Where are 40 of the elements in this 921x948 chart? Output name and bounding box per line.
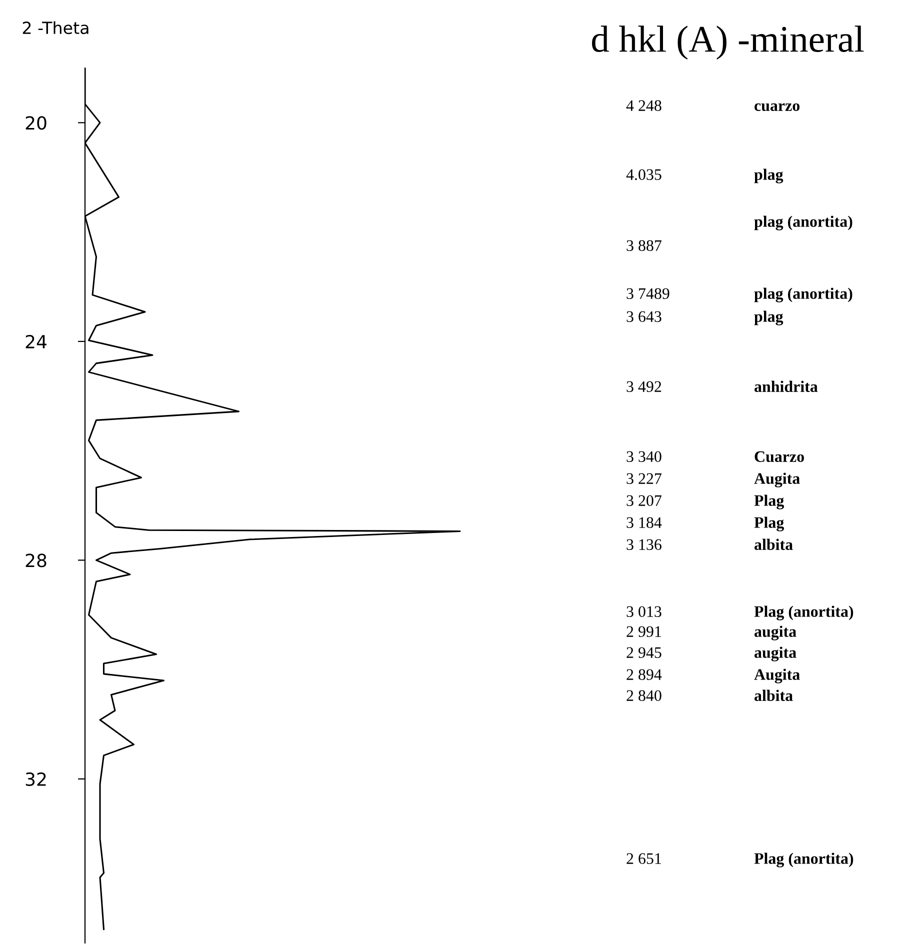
text: Plag (anortita) xyxy=(754,852,854,868)
text: 3 207 xyxy=(626,495,662,506)
text: 3 227 xyxy=(626,473,662,484)
text: 3 492 xyxy=(626,381,662,392)
text: Augita xyxy=(754,668,800,684)
text: 2 840 xyxy=(626,690,662,701)
text: augita xyxy=(754,626,796,640)
text: 3 184 xyxy=(626,517,662,528)
text: albita xyxy=(754,690,793,701)
y-tick-label: 28 xyxy=(26,554,46,568)
text: 3 643 xyxy=(626,311,662,322)
text: Plag xyxy=(754,494,784,510)
text: 3 136 xyxy=(626,539,662,550)
text: plag xyxy=(754,168,784,184)
text: 3 013 xyxy=(626,606,662,617)
y-axis-title: 2 -Theta xyxy=(22,21,88,34)
text: plag xyxy=(754,310,784,326)
text: 2 894 xyxy=(626,669,662,680)
text: 3 887 xyxy=(626,240,662,251)
text: cuarzo xyxy=(754,103,800,112)
y-tick-label: 24 xyxy=(26,334,46,348)
text: 4.035 xyxy=(626,169,662,180)
text: Plag (anortita) xyxy=(754,606,854,620)
text: 2 651 xyxy=(626,853,661,864)
text: 4 248 xyxy=(626,100,662,111)
text: augita xyxy=(754,646,796,662)
text: 2 945 xyxy=(626,647,662,658)
text: d hkl (A) -mineral xyxy=(592,26,864,60)
text: plag (anortita) xyxy=(754,216,852,230)
text: Augita xyxy=(754,472,800,488)
text: 3 7489 xyxy=(626,288,670,299)
text: albita xyxy=(754,538,793,550)
text: Plag xyxy=(754,516,784,532)
y-tick-label: 32 xyxy=(26,772,46,786)
text: anhidrita xyxy=(754,380,818,392)
text: plag (anortita) xyxy=(754,288,852,302)
y-tick-label: 20 xyxy=(26,116,46,130)
text: 2 991 xyxy=(626,626,661,637)
text: 3 340 xyxy=(626,451,662,462)
text: Cuarzo xyxy=(754,451,804,462)
